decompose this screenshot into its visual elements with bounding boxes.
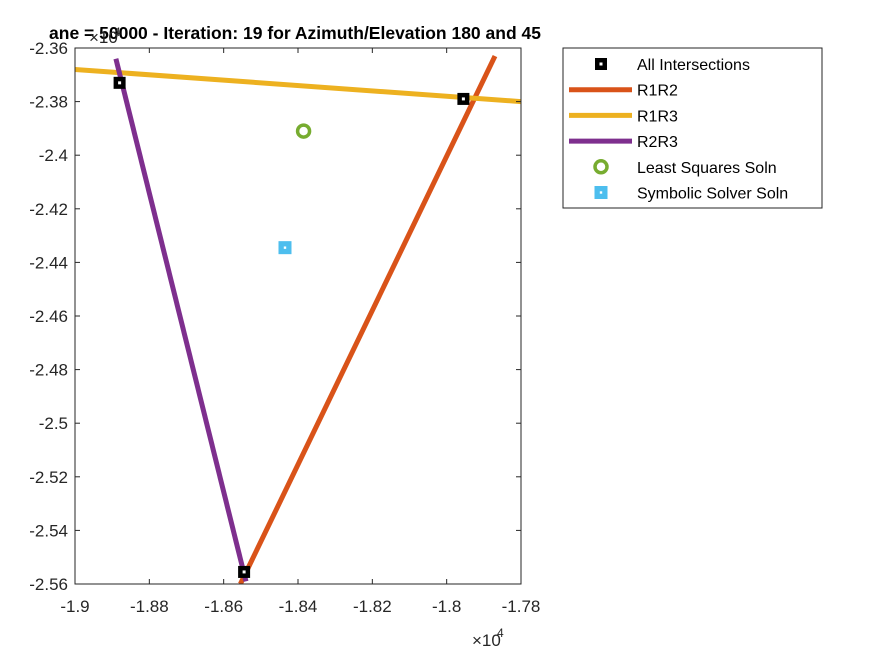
legend-label: R1R3: [637, 108, 678, 125]
series-line-r2r3: [113, 58, 249, 582]
legend-box: [562, 47, 823, 209]
legend-item-symbolic-solver-soln: Symbolic Solver Soln: [594, 186, 788, 203]
marker-layer: [113, 76, 470, 578]
y-tick-label: -2.56: [29, 575, 68, 594]
legend-item-r1r2: R1R2: [569, 83, 678, 100]
x-tick-label: -1.84: [279, 597, 318, 616]
data-point-symbolic-solver-soln-center: [283, 246, 287, 249]
y-multiplier-exponent: 4: [114, 25, 121, 39]
y-tick-label: -2.38: [29, 93, 68, 112]
x-tick-label: -1.9: [60, 597, 89, 616]
y-tick-label: -2.42: [29, 200, 68, 219]
y-multiplier-base: ×10: [89, 28, 118, 47]
x-tick-label: -1.8: [432, 597, 461, 616]
legend-label: Symbolic Solver Soln: [637, 186, 788, 203]
y-tick-label: -2.5: [39, 414, 68, 433]
data-point-all-intersections-center: [242, 570, 246, 574]
data-point-all-intersections-center: [118, 81, 122, 85]
legend-label: R1R2: [637, 83, 678, 100]
legend-label: All Intersections: [637, 57, 750, 74]
legend-item-all-intersections: All Intersections: [595, 57, 750, 74]
legend: All Intersections R1R2 R1R3 R2R3 Least Squar…: [562, 47, 823, 209]
y-axis-multiplier: ×10 4: [89, 25, 121, 47]
y-tick-label: -2.54: [29, 521, 68, 540]
y-tick-label: -2.36: [29, 39, 68, 58]
legend-label: Least Squares Soln: [637, 160, 777, 177]
legend-swatch-marker: [593, 159, 609, 175]
legend-item-least-squares-soln: Least Squares Soln: [593, 159, 777, 177]
x-multiplier-exponent: 4: [497, 626, 504, 640]
x-axis-ticks: -1.9 -1.88 -1.86 -1.84 -1.82 -1.8 -1.78: [60, 48, 540, 616]
x-tick-label: -1.86: [204, 597, 243, 616]
x-tick-label: -1.88: [130, 597, 169, 616]
y-axis-ticks: -2.36 -2.38 -2.4 -2.42 -2.44 -2.46 -2.48 -2.5 -2…: [29, 39, 521, 594]
chart-title: ane = 50000 - Iteration: 19 for Azimuth/…: [49, 23, 541, 43]
x-tick-label: -1.82: [353, 597, 392, 616]
legend-items: All Intersections R1R2 R1R3 R2R3 Least Squar…: [569, 57, 788, 203]
legend-swatch-marker-center: [599, 191, 603, 194]
series-line-r1r2: [238, 54, 498, 584]
data-point-least-squares-soln: [295, 123, 312, 139]
series-line-r1r3: [75, 66, 521, 105]
y-tick-label: -2.46: [29, 307, 68, 326]
x-axis-multiplier: ×10 4: [472, 626, 504, 650]
legend-swatch-marker-center: [599, 62, 603, 66]
y-tick-label: -2.44: [29, 253, 68, 272]
plot-area: -1.9 -1.88 -1.86 -1.84 -1.82 -1.8 -1.78 -2.36-…: [29, 39, 540, 616]
x-multiplier-base: ×10: [472, 631, 501, 650]
y-tick-label: -2.52: [29, 468, 68, 487]
data-point-all-intersections-center: [461, 97, 465, 101]
legend-item-r1r3: R1R3: [569, 108, 678, 125]
series-layer: [75, 54, 521, 584]
legend-label: R2R3: [637, 134, 678, 151]
y-tick-label: -2.48: [29, 361, 68, 380]
legend-item-r2r3: R2R3: [569, 134, 678, 151]
x-tick-label: -1.78: [502, 597, 541, 616]
axes-background: [75, 48, 521, 584]
y-tick-label: -2.4: [39, 146, 68, 165]
